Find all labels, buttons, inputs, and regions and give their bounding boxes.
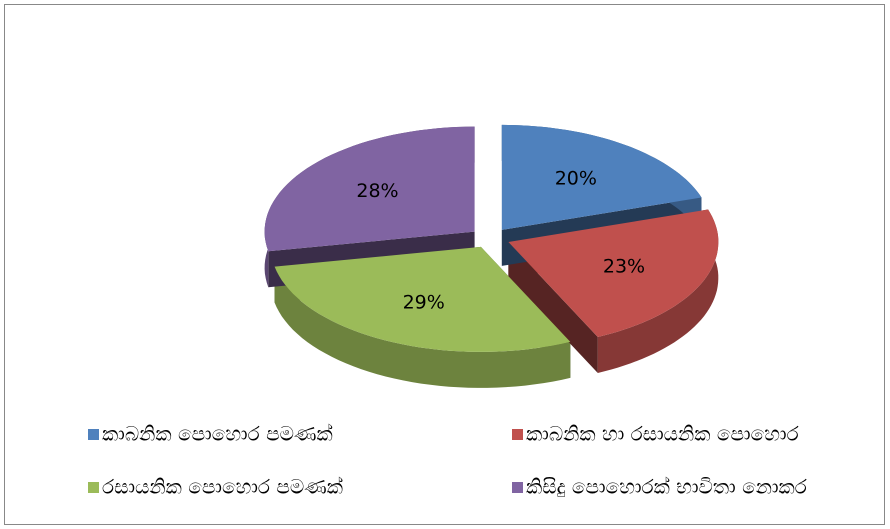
legend-label: කිසිදු පොහොරක් භාවිතා නොකර (526, 475, 807, 499)
slice (274, 246, 571, 352)
slice-wall (274, 266, 571, 388)
data-label: 29% (403, 292, 445, 314)
data-label: 23% (603, 255, 645, 277)
legend-label: කාබනික පොහොර පමණක් (102, 422, 333, 446)
legend-label: කාබනික හා රසායනික පොහොර (526, 422, 799, 446)
slice (264, 126, 475, 252)
data-label: 28% (356, 180, 398, 202)
legend-swatch (88, 429, 99, 440)
legend-label: රසායනික පොහොර පමණක් (102, 475, 343, 499)
slice (508, 209, 719, 337)
slice-wall (597, 209, 719, 373)
data-label: 20% (555, 167, 597, 189)
slice-side (508, 242, 598, 373)
legend-swatch (512, 429, 523, 440)
legend-swatch (512, 482, 523, 493)
slice (501, 124, 702, 230)
legend-swatch (88, 482, 99, 493)
